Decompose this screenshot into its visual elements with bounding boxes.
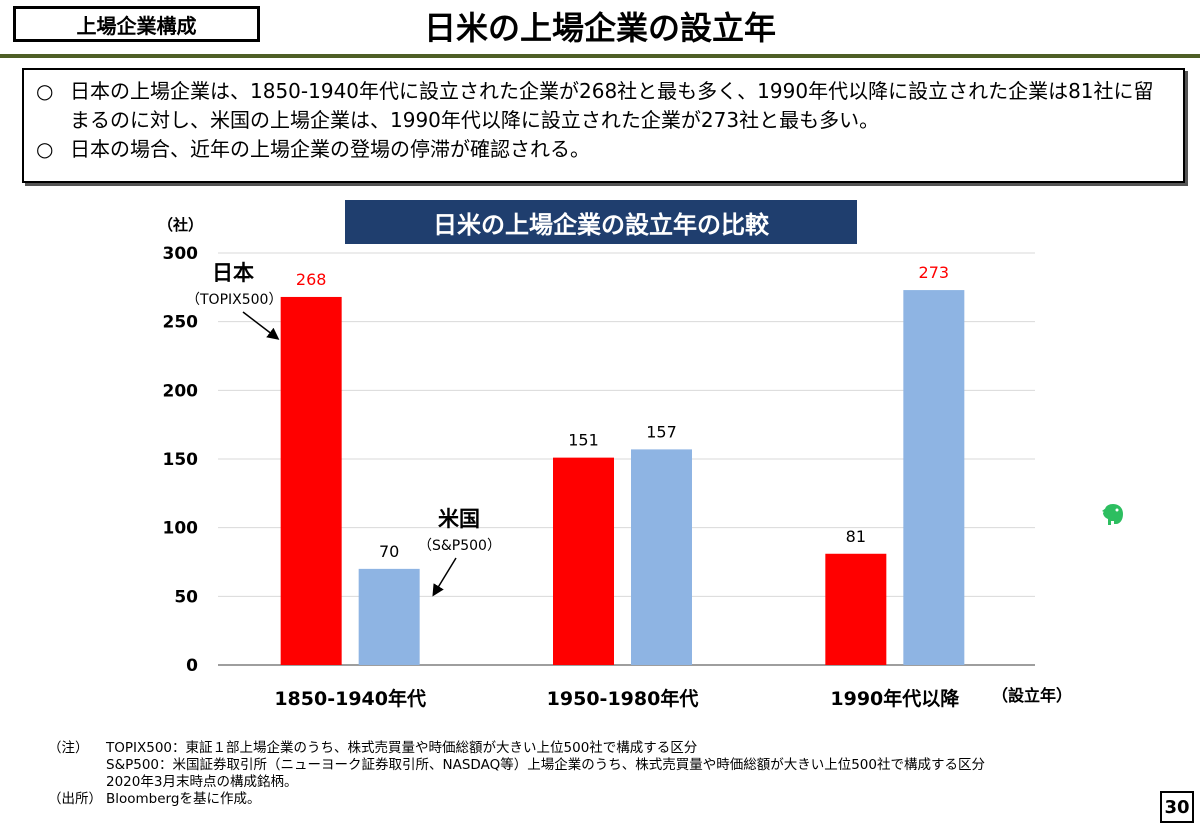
x-tick-label: 1990年代以降 — [830, 687, 960, 710]
source-line: Bloombergを基に作成。 — [106, 791, 261, 807]
legend-japan-name: 日本 — [212, 261, 254, 285]
summary-box: ○ 日本の上場企業は、1850-1940年代に設立された企業が268社と最も多く… — [22, 68, 1185, 183]
annotation-arrow — [242, 311, 280, 340]
legend-us-name: 米国 — [438, 507, 480, 531]
y-tick-label: 150 — [163, 450, 199, 470]
legend-japan-sub: （TOPIX500） — [186, 292, 282, 308]
bar-japan — [825, 553, 887, 665]
y-tick-label: 50 — [174, 587, 198, 607]
note-row: （注） TOPIX500：東証１部上場企業のうち、株式売買量や時価総額が大きい上… — [48, 740, 1148, 757]
note-row: （出所） Bloombergを基に作成。 — [48, 791, 1148, 808]
note-row: 2020年3月末時点の構成銘柄。 — [48, 774, 1148, 791]
note-row: S&P500：米国証券取引所（ニューヨーク証券取引所、NASDAQ等）上場企業の… — [48, 757, 1148, 774]
summary-text-2: 日本の場合、近年の上場企業の登場の停滞が確認される。 — [70, 137, 590, 161]
bar-chart: （社） 0 50 100 150 200 250 300 268 70 1850-1940年代 151… — [158, 216, 1072, 710]
source-tag: （出所） — [48, 791, 102, 807]
data-label: 70 — [379, 542, 399, 561]
footnotes: （注） TOPIX500：東証１部上場企業のうち、株式売買量や時価総額が大きい上… — [48, 740, 1148, 808]
data-label: 157 — [646, 422, 677, 441]
y-tick-label: 300 — [163, 244, 199, 264]
bar-japan — [553, 457, 614, 665]
note-line-3: 2020年3月末時点の構成銘柄。 — [106, 774, 298, 790]
x-tick-label: 1850-1940年代 — [274, 687, 426, 710]
evernote-elephant-icon[interactable] — [1100, 502, 1126, 528]
y-axis-label: （社） — [158, 216, 203, 234]
note-line-2: S&P500：米国証券取引所（ニューヨーク証券取引所、NASDAQ等）上場企業の… — [106, 757, 985, 773]
data-label: 273 — [919, 263, 950, 282]
title-divider — [0, 54, 1200, 58]
y-tick-label: 250 — [163, 313, 199, 333]
y-tick-label: 100 — [163, 519, 199, 539]
chart-title: 日米の上場企業の設立年の比較 — [345, 200, 857, 244]
summary-bullet: ○ 日本の上場企業は、1850-1940年代に設立された企業が268社と最も多く… — [36, 77, 1171, 135]
section-label: 上場企業構成 — [13, 6, 260, 42]
legend-us-sub: （S&P500） — [418, 538, 501, 554]
y-tick-label: 0 — [186, 656, 198, 676]
bar-us — [358, 568, 420, 665]
bar-us — [631, 449, 692, 665]
annotation-arrow — [432, 557, 457, 597]
bullet-circle-icon: ○ — [36, 79, 54, 103]
data-label: 268 — [296, 270, 327, 289]
note-line-1: TOPIX500：東証１部上場企業のうち、株式売買量や時価総額が大きい上位500… — [106, 740, 698, 756]
y-tick-label: 200 — [163, 381, 199, 401]
summary-text-1: 日本の上場企業は、1850-1940年代に設立された企業が268社と最も多く、1… — [70, 79, 1154, 132]
note-tag: （注） — [48, 740, 89, 756]
page-title: 日米の上場企業の設立年 — [423, 9, 776, 47]
x-tick-label: 1950-1980年代 — [547, 687, 699, 710]
data-label: 81 — [846, 527, 866, 546]
page-number: 30 — [1160, 791, 1194, 823]
bullet-circle-icon: ○ — [36, 137, 54, 161]
x-axis-label: （設立年） — [992, 686, 1072, 705]
bar-us — [903, 290, 965, 665]
summary-bullet: ○ 日本の場合、近年の上場企業の登場の停滞が確認される。 — [36, 135, 1171, 164]
data-label: 151 — [568, 431, 599, 450]
bar-japan — [280, 296, 342, 665]
